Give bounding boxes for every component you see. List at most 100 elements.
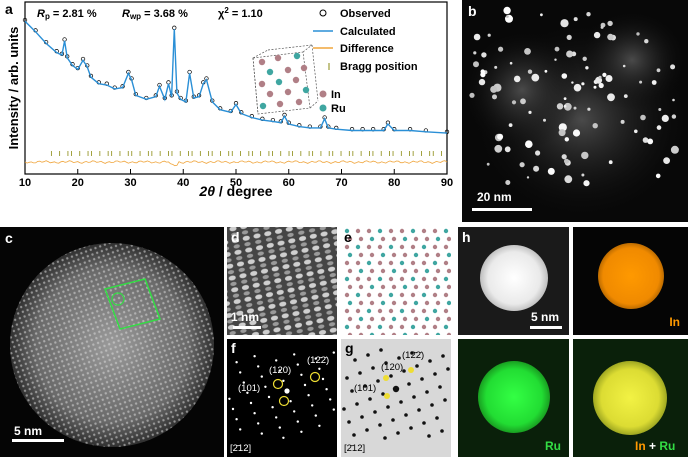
model-atom xyxy=(413,300,419,306)
nanoparticle xyxy=(663,157,670,165)
model-atom xyxy=(421,260,427,266)
merge-signal xyxy=(593,361,667,435)
sim-highlight-101 xyxy=(384,393,390,399)
panel-b-haadf-image: b 20 nm xyxy=(462,0,688,222)
nanoparticle xyxy=(651,80,657,85)
scalebar-label-b: 20 nm xyxy=(477,190,512,204)
model-atom xyxy=(358,316,364,322)
model-atom xyxy=(410,260,416,266)
model-atom xyxy=(413,284,419,290)
model-atom xyxy=(399,308,405,314)
simulated-spot xyxy=(427,434,431,438)
nanoparticle xyxy=(573,83,582,92)
x-tick-label: 80 xyxy=(388,177,400,189)
sim-zone-axis: [2̄12] xyxy=(344,443,365,454)
simulated-spot xyxy=(384,361,388,365)
model-atom xyxy=(388,260,394,266)
nanoparticle xyxy=(494,65,498,69)
model-atom xyxy=(344,308,350,314)
model-atom xyxy=(443,260,449,266)
scalebar-b xyxy=(472,208,532,211)
nanoparticle xyxy=(563,97,567,100)
simulated-spot xyxy=(383,436,387,440)
nanoparticle xyxy=(480,69,485,74)
simulated-spot xyxy=(347,420,351,424)
simulated-spot xyxy=(446,367,450,371)
nanoparticle xyxy=(469,92,475,98)
nanoparticle xyxy=(573,17,578,22)
x-tick-label: 70 xyxy=(335,177,347,189)
model-atom xyxy=(380,300,386,306)
fft-spot xyxy=(278,426,281,429)
x-tick-label: 20 xyxy=(72,177,84,189)
nanoparticle xyxy=(656,68,661,73)
simulated-spot xyxy=(342,407,346,411)
panel-f-fft: (12̄2̄) (120) (101) [2̄12] f xyxy=(227,339,337,457)
panel-label-f: f xyxy=(231,340,236,356)
simulated-spot xyxy=(397,356,401,360)
fft-spot xyxy=(318,424,321,427)
in-atom xyxy=(258,80,266,88)
model-atom xyxy=(399,292,405,298)
simulated-spot xyxy=(353,358,357,362)
simulated-spot xyxy=(365,428,369,432)
nanoparticle xyxy=(658,108,662,111)
simulated-spot xyxy=(355,402,359,406)
simulated-spot xyxy=(379,348,383,352)
model-atom xyxy=(366,292,372,298)
simulated-spot xyxy=(358,371,362,375)
model-atom xyxy=(369,268,375,274)
eds-merge-map: In + Ru xyxy=(573,339,688,457)
lattice-fringes xyxy=(10,243,214,447)
model-atom xyxy=(421,292,427,298)
model-atom xyxy=(446,284,451,290)
model-atom xyxy=(388,228,394,234)
sim-label-101: (101) xyxy=(354,383,376,394)
nanoparticle xyxy=(636,32,640,36)
model-atom xyxy=(347,252,353,258)
simulated-spot xyxy=(425,390,429,394)
crystal-structure-inset xyxy=(252,44,319,115)
nanoparticle xyxy=(642,137,649,143)
simulated-spot xyxy=(407,382,411,386)
nanoparticle xyxy=(511,100,517,105)
nanoparticle xyxy=(528,110,532,114)
nanoparticle xyxy=(566,34,572,41)
nanoparticle xyxy=(535,150,541,156)
fft-spot xyxy=(275,359,278,362)
fft-spot xyxy=(231,407,235,411)
model-atom xyxy=(424,268,430,274)
nanoparticle xyxy=(620,119,625,124)
model-atom xyxy=(344,228,350,234)
model-atom xyxy=(399,324,405,330)
model-atom xyxy=(388,324,394,330)
model-atom xyxy=(355,276,361,282)
nanoparticle xyxy=(547,167,555,175)
fft-spot xyxy=(296,420,299,423)
ru-atom xyxy=(293,52,301,60)
model-atom xyxy=(435,284,441,290)
nanoparticle xyxy=(670,145,679,154)
eds-haadf-map: h 5 nm xyxy=(458,227,569,335)
nanoparticle xyxy=(581,151,589,160)
model-atom xyxy=(355,324,361,330)
nanoparticle xyxy=(564,158,569,164)
nanoparticle xyxy=(527,69,533,74)
fft-spot xyxy=(303,383,307,387)
nanoparticle xyxy=(640,114,646,121)
nanoparticle xyxy=(487,33,491,37)
x-axis-label-theta: 2θ xyxy=(198,183,215,199)
fft-spot xyxy=(307,394,310,397)
fft-spot xyxy=(282,436,285,439)
model-atom xyxy=(347,284,353,290)
model-atom xyxy=(424,236,430,242)
model-atom xyxy=(413,332,419,335)
model-atom xyxy=(369,332,375,335)
nanoparticle xyxy=(490,85,498,93)
model-atom xyxy=(347,236,353,242)
model-atom xyxy=(421,244,427,250)
fft-spot xyxy=(260,432,263,435)
nanoparticle xyxy=(592,123,598,129)
nanoparticle xyxy=(520,98,526,105)
fft-spot xyxy=(293,410,296,413)
